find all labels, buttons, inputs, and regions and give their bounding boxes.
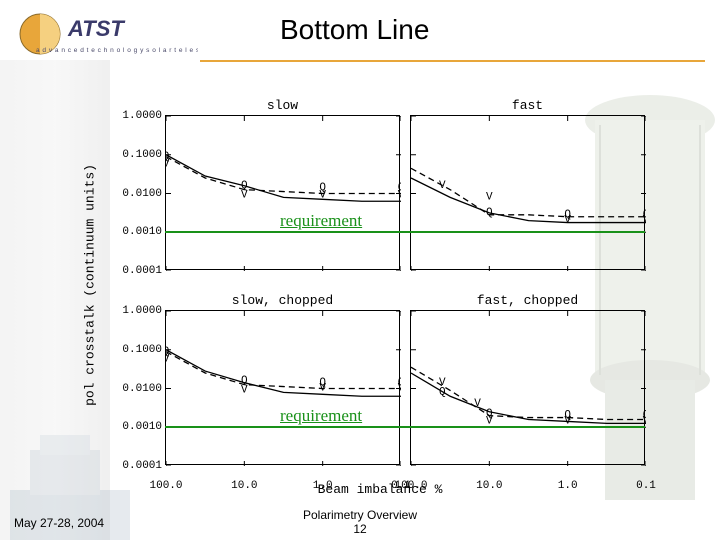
panel-plot: VQVQVQVQV xyxy=(411,311,646,466)
slide-number: 12 xyxy=(353,522,366,536)
panel-plot: QVQVQVQV xyxy=(166,116,401,271)
marker-V: V xyxy=(643,215,646,227)
panel-plot: QVQVQVQV xyxy=(166,311,401,466)
marker-V: V xyxy=(398,190,401,202)
requirement-line xyxy=(165,231,645,233)
y-tick: 0.0001 xyxy=(122,265,162,277)
series-Q xyxy=(166,155,401,202)
chart-grid: pol crosstalk (continuum units) Beam imb… xyxy=(100,75,660,495)
chart-panel: fastVQVQVQV xyxy=(410,115,645,270)
chart-panel: slow, chopped1.00000.10000.01000.00100.0… xyxy=(165,310,400,465)
panel-title: slow xyxy=(267,98,298,113)
series-V xyxy=(166,352,401,389)
marker-V: V xyxy=(319,383,326,395)
y-tick: 1.0000 xyxy=(122,305,162,317)
footer-title: Polarimetry Overview xyxy=(303,508,417,522)
chart-panel: slow1.00000.10000.01000.00100.0001QVQVQV… xyxy=(165,115,400,270)
y-tick: 0.0001 xyxy=(122,460,162,472)
x-tick: 10.0 xyxy=(476,480,502,492)
y-tick: 1.0000 xyxy=(122,110,162,122)
logo-main: ATST xyxy=(67,16,125,41)
marker-Q: Q xyxy=(439,386,446,398)
x-tick: 1.0 xyxy=(558,480,578,492)
requirement-line xyxy=(165,426,645,428)
y-ticks: 1.00000.10000.01000.00100.0001 xyxy=(114,311,164,464)
y-tick: 0.0100 xyxy=(122,188,162,200)
x-tick: 1.0 xyxy=(313,480,333,492)
y-tick: 0.0100 xyxy=(122,383,162,395)
marker-V: V xyxy=(439,180,446,192)
y-tick: 0.1000 xyxy=(122,344,162,356)
y-tick: 0.0010 xyxy=(122,226,162,238)
y-tick: 0.0010 xyxy=(122,421,162,433)
series-Q xyxy=(166,350,401,397)
footer-date: May 27-28, 2004 xyxy=(14,516,104,530)
marker-Q: Q xyxy=(486,207,493,219)
panel-title: fast xyxy=(512,98,543,113)
marker-V: V xyxy=(241,190,248,202)
atst-logo: ATST a d v a n c e d t e c h n o l o g y… xyxy=(18,12,198,62)
marker-V: V xyxy=(398,383,401,395)
y-axis-label: pol crosstalk (continuum units) xyxy=(83,164,98,406)
x-tick: 100.0 xyxy=(149,480,182,492)
marker-V: V xyxy=(564,215,571,227)
footer-center: Polarimetry Overview 12 xyxy=(303,508,417,536)
chart-panel: fast, chopped100.010.01.00.1VQVQVQVQV xyxy=(410,310,645,465)
marker-V: V xyxy=(474,398,481,410)
series-Q xyxy=(411,178,646,223)
panel-plot: VQVQVQV xyxy=(411,116,646,271)
panel-title: slow, chopped xyxy=(232,293,333,308)
marker-V: V xyxy=(319,190,326,202)
marker-V: V xyxy=(486,191,493,203)
slide-title: Bottom Line xyxy=(280,14,429,46)
y-ticks: 1.00000.10000.01000.00100.0001 xyxy=(114,116,164,269)
requirement-label: requirement xyxy=(280,406,362,426)
marker-V: V xyxy=(166,159,170,171)
series-V xyxy=(166,157,401,194)
marker-V: V xyxy=(241,385,248,397)
x-tick: 100.0 xyxy=(394,480,427,492)
series-V xyxy=(411,168,646,216)
logo-sub: a d v a n c e d t e c h n o l o g y s o … xyxy=(36,47,198,54)
y-tick: 0.1000 xyxy=(122,149,162,161)
marker-V: V xyxy=(166,354,170,366)
x-tick: 10.0 xyxy=(231,480,257,492)
requirement-label: requirement xyxy=(280,211,362,231)
title-rule xyxy=(200,60,705,62)
series-Q xyxy=(411,373,646,423)
x-tick: 0.1 xyxy=(636,480,656,492)
panel-title: fast, chopped xyxy=(477,293,578,308)
